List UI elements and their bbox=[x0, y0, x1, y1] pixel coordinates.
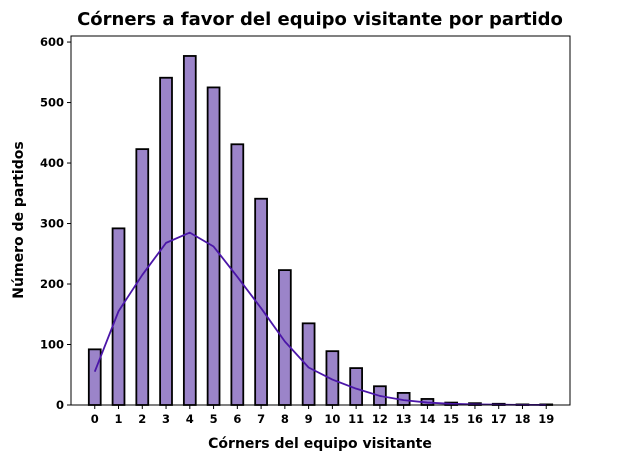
x-tick-label: 16 bbox=[467, 412, 483, 426]
y-tick-label: 0 bbox=[56, 398, 64, 412]
y-tick-label: 100 bbox=[40, 338, 64, 352]
bar-1 bbox=[111, 227, 126, 406]
x-tick-label: 3 bbox=[162, 412, 170, 426]
bar-2 bbox=[135, 148, 150, 406]
y-axis: 0 100 200 300 400 500 600 bbox=[40, 35, 71, 412]
x-tick-label: 13 bbox=[396, 412, 412, 426]
x-tick-label: 17 bbox=[491, 412, 507, 426]
x-tick-label: 9 bbox=[305, 412, 313, 426]
kde-line bbox=[93, 231, 547, 406]
x-tick-label: 15 bbox=[443, 412, 459, 426]
x-tick-label: 6 bbox=[233, 412, 241, 426]
x-tick-label: 7 bbox=[257, 412, 265, 426]
x-tick-label: 11 bbox=[348, 412, 364, 426]
x-axis-label: Córners del equipo visitante bbox=[208, 436, 432, 452]
y-tick-label: 600 bbox=[40, 35, 64, 49]
x-axis: 0 1 2 3 4 5 6 7 8 9 10 11 12 13 14 15 16 17 18 19 bbox=[91, 405, 554, 426]
chart-title: Córners a favor del equipo visitante por… bbox=[77, 9, 563, 30]
y-tick-label: 500 bbox=[40, 96, 64, 110]
x-tick-label: 5 bbox=[210, 412, 218, 426]
bar-0 bbox=[87, 348, 102, 406]
y-axis-label: Número de partidos bbox=[11, 141, 27, 298]
bar-8 bbox=[278, 269, 292, 406]
x-tick-label: 10 bbox=[324, 412, 340, 426]
x-tick-label: 19 bbox=[538, 412, 554, 426]
x-tick-label: 14 bbox=[419, 412, 435, 426]
x-tick-label: 2 bbox=[138, 412, 146, 426]
plot-frame bbox=[70, 35, 571, 406]
x-tick-label: 8 bbox=[281, 412, 289, 426]
y-tick-label: 200 bbox=[40, 277, 64, 291]
y-tick-label: 400 bbox=[40, 156, 64, 170]
plot-area bbox=[87, 55, 554, 406]
x-tick-label: 0 bbox=[91, 412, 99, 426]
y-tick-label: 300 bbox=[40, 217, 64, 231]
bar-6 bbox=[230, 143, 245, 406]
x-tick-label: 1 bbox=[115, 412, 123, 426]
x-tick-label: 4 bbox=[186, 412, 194, 426]
bar-4 bbox=[182, 55, 197, 406]
x-tick-label: 12 bbox=[372, 412, 388, 426]
x-tick-label: 18 bbox=[514, 412, 530, 426]
